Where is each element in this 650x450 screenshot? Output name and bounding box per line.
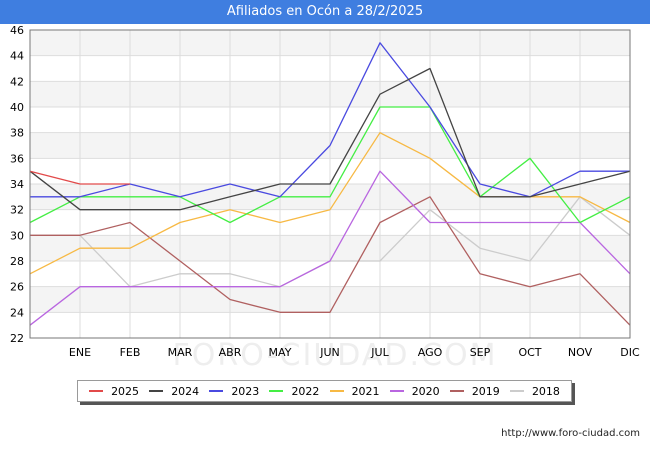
plot-frame (29, 29, 631, 339)
legend-swatch (149, 390, 164, 392)
legend-swatch (449, 390, 464, 392)
watermark: FORO-CIUDAD.COM (173, 338, 498, 373)
series-line-2019 (30, 196, 631, 326)
y-tick-labels: 22 24 26 28 30 32 34 36 38 40 42 44 46 (10, 24, 24, 345)
legend-swatch (209, 390, 224, 392)
legend-label: 2020 (411, 384, 440, 398)
legend-item-2018: 2018 (509, 384, 560, 398)
y-tick-label: 36 (10, 152, 24, 165)
x-tick-label: JUL (370, 346, 389, 359)
x-tick-label: JUN (319, 346, 340, 359)
legend-label: 2021 (351, 384, 380, 398)
series-line-2020 (29, 170, 631, 326)
y-tick-label: 34 (10, 178, 24, 191)
legend-item-2022: 2022 (269, 385, 319, 398)
series-line-2025 (29, 170, 130, 185)
x-tick-label: OCT (518, 346, 541, 359)
legend-swatch (89, 390, 104, 392)
legend-label: 2024 (171, 384, 200, 398)
legend-item-2025: 2025 (89, 385, 139, 398)
x-tick-label: MAY (269, 346, 292, 359)
legend-label: 2023 (231, 384, 260, 398)
x-tick-label: FEB (120, 346, 141, 359)
y-tick-label: 32 (10, 204, 24, 217)
x-tick-label: ABR (219, 346, 242, 359)
legend-swatch (269, 390, 284, 392)
x-tick-label: NOV (568, 346, 593, 359)
chart-title: Afiliados en Ocón a 28/2/2025 (0, 0, 650, 24)
series-line-2024 (29, 67, 631, 211)
legend-item-2019: 2019 (449, 384, 500, 398)
legend-item-2021: 2021 (329, 384, 380, 398)
legend-label: 2018 (531, 384, 560, 398)
series-line-2022 (29, 106, 631, 224)
legend-swatch (389, 390, 404, 392)
y-tick-label: 26 (10, 281, 24, 294)
legend-item-2023: 2023 (209, 385, 259, 398)
x-tick-label: AGO (418, 346, 443, 359)
x-tick-label: MAR (168, 346, 193, 359)
legend: 2025 2024 2023 2022 2021 2020 2019 2018 (77, 380, 572, 402)
y-tick-label: 46 (10, 24, 24, 37)
legend-label: 2022 (291, 384, 320, 398)
series-lines (29, 42, 631, 326)
y-tick-label: 24 (10, 306, 24, 319)
legend-swatch (329, 390, 344, 392)
y-tick-label: 42 (10, 75, 24, 88)
x-tick-label: ENE (69, 346, 91, 359)
y-tick-label: 44 (10, 50, 24, 63)
y-tick-label: 22 (10, 332, 24, 345)
legend-item-2024: 2024 (149, 385, 199, 398)
x-tick-label: SEP (470, 346, 491, 359)
source-credit: http://www.foro-ciudad.com (501, 428, 640, 439)
y-tick-label: 28 (10, 255, 24, 268)
legend-item-2020: 2020 (389, 384, 440, 398)
y-tick-label: 30 (10, 229, 24, 242)
legend-label: 2019 (471, 384, 500, 398)
x-tick-labels: ENE FEB MAR ABR MAY JUN JUL AGO SEP OCT NOV DIC (69, 346, 640, 359)
y-tick-label: 40 (10, 101, 24, 114)
legend-swatch (509, 390, 524, 392)
x-tick-label: DIC (620, 346, 640, 359)
legend-label: 2025 (111, 384, 140, 398)
y-tick-label: 38 (10, 127, 24, 140)
